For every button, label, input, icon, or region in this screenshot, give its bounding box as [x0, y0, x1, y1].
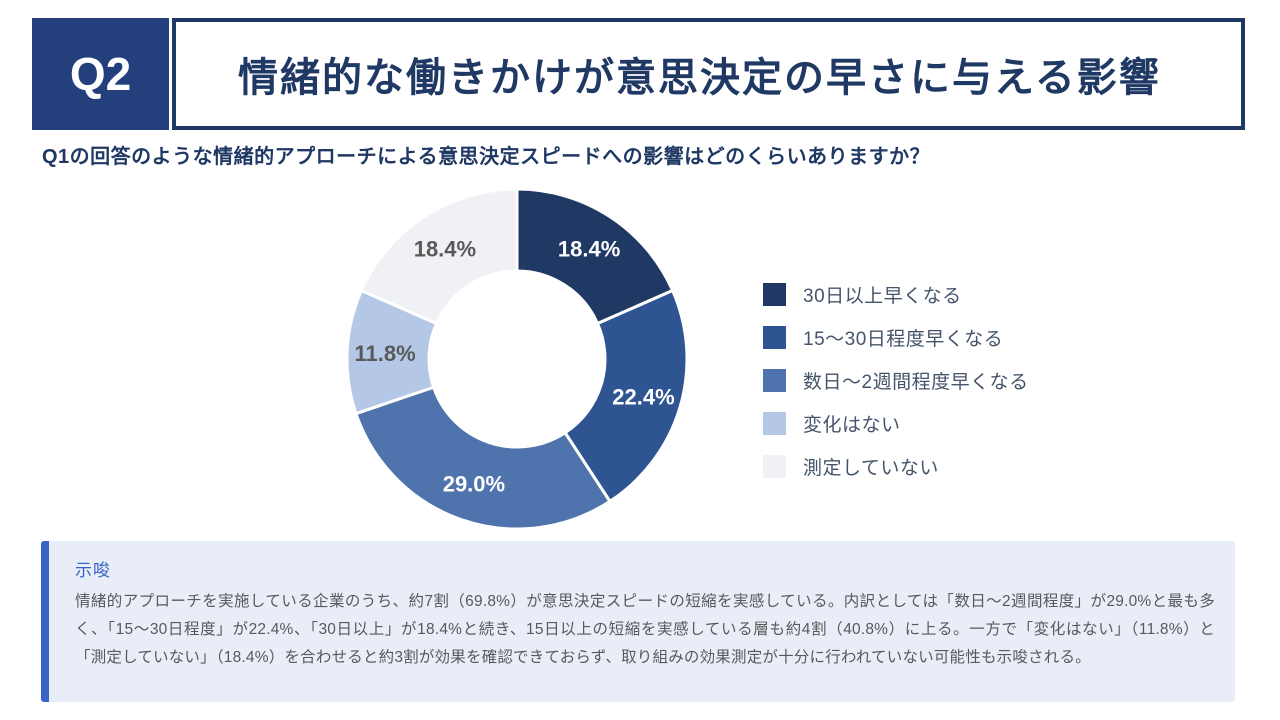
- legend-item-4: 測定していない: [763, 455, 1029, 479]
- donut-chart: 18.4% 22.4% 29.0% 11.8% 18.4%: [345, 187, 689, 531]
- insight-heading: 示唆: [75, 561, 111, 580]
- legend-label: 変化はない: [803, 415, 901, 436]
- question-number-label: Q2: [69, 48, 132, 100]
- legend-swatch: [763, 369, 786, 392]
- page-title: 情緒的な働きかけが意思決定の早さに与える影響: [238, 56, 1161, 100]
- legend-swatch: [763, 326, 786, 349]
- legend-swatch: [763, 283, 786, 306]
- donut-segment-0: [515, 187, 675, 326]
- donut-segment-1: [563, 288, 689, 504]
- donut-segment-value-label: 18.4%: [414, 236, 476, 261]
- donut-segment-value-label: 29.0%: [443, 472, 505, 497]
- legend-label: 30日以上早くなる: [803, 286, 962, 307]
- question-text: Q1の回答のような情緒的アプローチによる意思決定スピードへの影響はどのくらいあり…: [42, 146, 931, 168]
- legend-label: 15～30日程度早くなる: [803, 329, 1004, 350]
- legend-label: 測定していない: [803, 458, 939, 479]
- donut-segment-value-label: 18.4%: [558, 236, 620, 261]
- legend-item-2: 数日～2週間程度早くなる: [763, 369, 1029, 393]
- legend-swatch: [763, 455, 786, 478]
- legend-item-1: 15～30日程度早くなる: [763, 326, 1029, 350]
- legend-label: 数日～2週間程度早くなる: [803, 372, 1029, 393]
- donut-segment-value-label: 11.8%: [355, 341, 416, 366]
- legend-item-3: 変化はない: [763, 412, 1029, 436]
- chart-legend: 30日以上早くなる 15～30日程度早くなる数日～2週間程度早くなる 変化はない測定…: [763, 283, 1029, 498]
- title-box: 情緒的な働きかけが意思決定の早さに与える影響: [172, 18, 1245, 130]
- insight-body: 情緒的アプローチを実施している企業のうち、約7割（69.8%）が意思決定スピード…: [75, 593, 1215, 666]
- donut-segment-4: [359, 187, 519, 326]
- donut-segment-2: [354, 385, 612, 531]
- insight-box: 示唆 情緒的アプローチを実施している企業のうち、約7割（69.8%）が意思決定ス…: [41, 541, 1235, 702]
- question-number-badge: Q2: [32, 18, 169, 130]
- insight-accent-bar: [41, 541, 49, 702]
- donut-chart-container: 18.4% 22.4% 29.0% 11.8% 18.4%: [330, 172, 710, 552]
- legend-swatch: [763, 412, 786, 435]
- donut-segment-value-label: 22.4%: [612, 385, 674, 410]
- legend-item-0: 30日以上早くなる: [763, 283, 1029, 307]
